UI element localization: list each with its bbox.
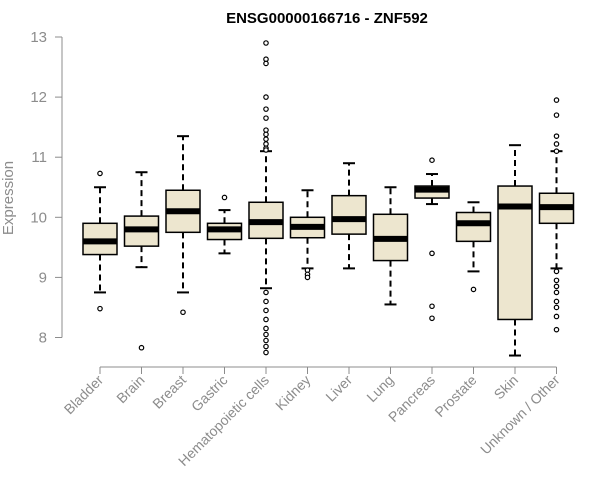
box-breast — [165, 135, 201, 316]
outlier-point — [263, 337, 269, 344]
outlier-point — [263, 343, 269, 350]
y-tick-label: 11 — [31, 149, 47, 166]
outlier-point — [263, 106, 269, 112]
x-tick-label: Kidney — [272, 372, 314, 414]
outlier-point — [263, 289, 269, 296]
outlier-point — [553, 326, 560, 333]
iqr-box — [331, 194, 367, 235]
outlier-point — [180, 309, 186, 316]
x-tick-label: Lung — [363, 372, 396, 405]
box-gastric — [206, 194, 243, 255]
outlier-point — [553, 97, 560, 103]
box-brain — [123, 171, 160, 351]
outlier-point — [263, 307, 269, 314]
y-tick-label: 9 — [39, 269, 47, 286]
outlier-point — [263, 325, 269, 332]
x-tick-label: Liver — [322, 372, 355, 405]
outlier-point — [553, 277, 560, 284]
chart-title: ENSG00000166716 - ZNF592 — [226, 10, 428, 27]
outlier-point — [304, 274, 311, 281]
outlier-point — [97, 170, 103, 177]
box-pancreas — [414, 157, 450, 322]
boxes-layer — [82, 40, 575, 357]
outlier-point — [429, 157, 435, 164]
outlier-point — [263, 349, 269, 356]
outlier-point — [263, 331, 269, 338]
y-tick-label: 8 — [39, 330, 47, 347]
x-tick-label: Bladder — [61, 372, 107, 418]
outlier-point — [553, 141, 560, 147]
box-skin — [497, 144, 533, 357]
outlier-point — [553, 268, 560, 275]
x-tick-label: Prostate — [431, 372, 479, 420]
box-bladder — [82, 170, 118, 312]
x-tick-label: Unknown / Other — [477, 372, 563, 458]
outlier-point — [138, 344, 145, 351]
box-prostate — [455, 201, 492, 293]
box-lung — [372, 186, 409, 306]
outlier-point — [553, 283, 560, 290]
outlier-point — [263, 147, 269, 153]
outlier-point — [470, 286, 477, 293]
outlier-point — [429, 315, 435, 322]
outlier-point — [429, 303, 435, 310]
box-liver — [331, 162, 367, 270]
box-unknown-other — [538, 97, 575, 333]
outlier-point — [263, 131, 269, 138]
y-tick-label: 10 — [30, 209, 47, 226]
outlier-point — [263, 136, 269, 142]
outlier-point — [553, 304, 560, 311]
outlier-point — [263, 60, 269, 67]
outlier-point — [97, 305, 103, 312]
outlier-point — [263, 94, 269, 100]
outlier-point — [553, 289, 560, 296]
y-tick-label: 13 — [30, 29, 47, 46]
outlier-point — [553, 313, 560, 320]
outlier-point — [263, 298, 269, 305]
y-axis-label: Expression — [0, 161, 17, 235]
x-tick-label: Brain — [113, 372, 147, 406]
outlier-point — [221, 194, 228, 201]
x-tick-label: Skin — [491, 372, 522, 403]
y-axis: 8 9 10 11 12 13 — [30, 29, 63, 347]
outlier-point — [553, 112, 560, 118]
outlier-point — [429, 250, 435, 257]
outlier-point — [553, 298, 560, 305]
outlier-point — [553, 133, 560, 139]
box-hematopoietic-cells — [248, 40, 284, 356]
x-tick-label: Breast — [149, 372, 189, 412]
iqr-box — [455, 211, 492, 243]
outlier-point — [263, 40, 269, 46]
box-kidney — [289, 189, 326, 281]
outlier-point — [263, 316, 269, 323]
y-tick-label: 12 — [30, 89, 47, 106]
outlier-point — [553, 148, 560, 154]
outlier-point — [263, 115, 269, 121]
